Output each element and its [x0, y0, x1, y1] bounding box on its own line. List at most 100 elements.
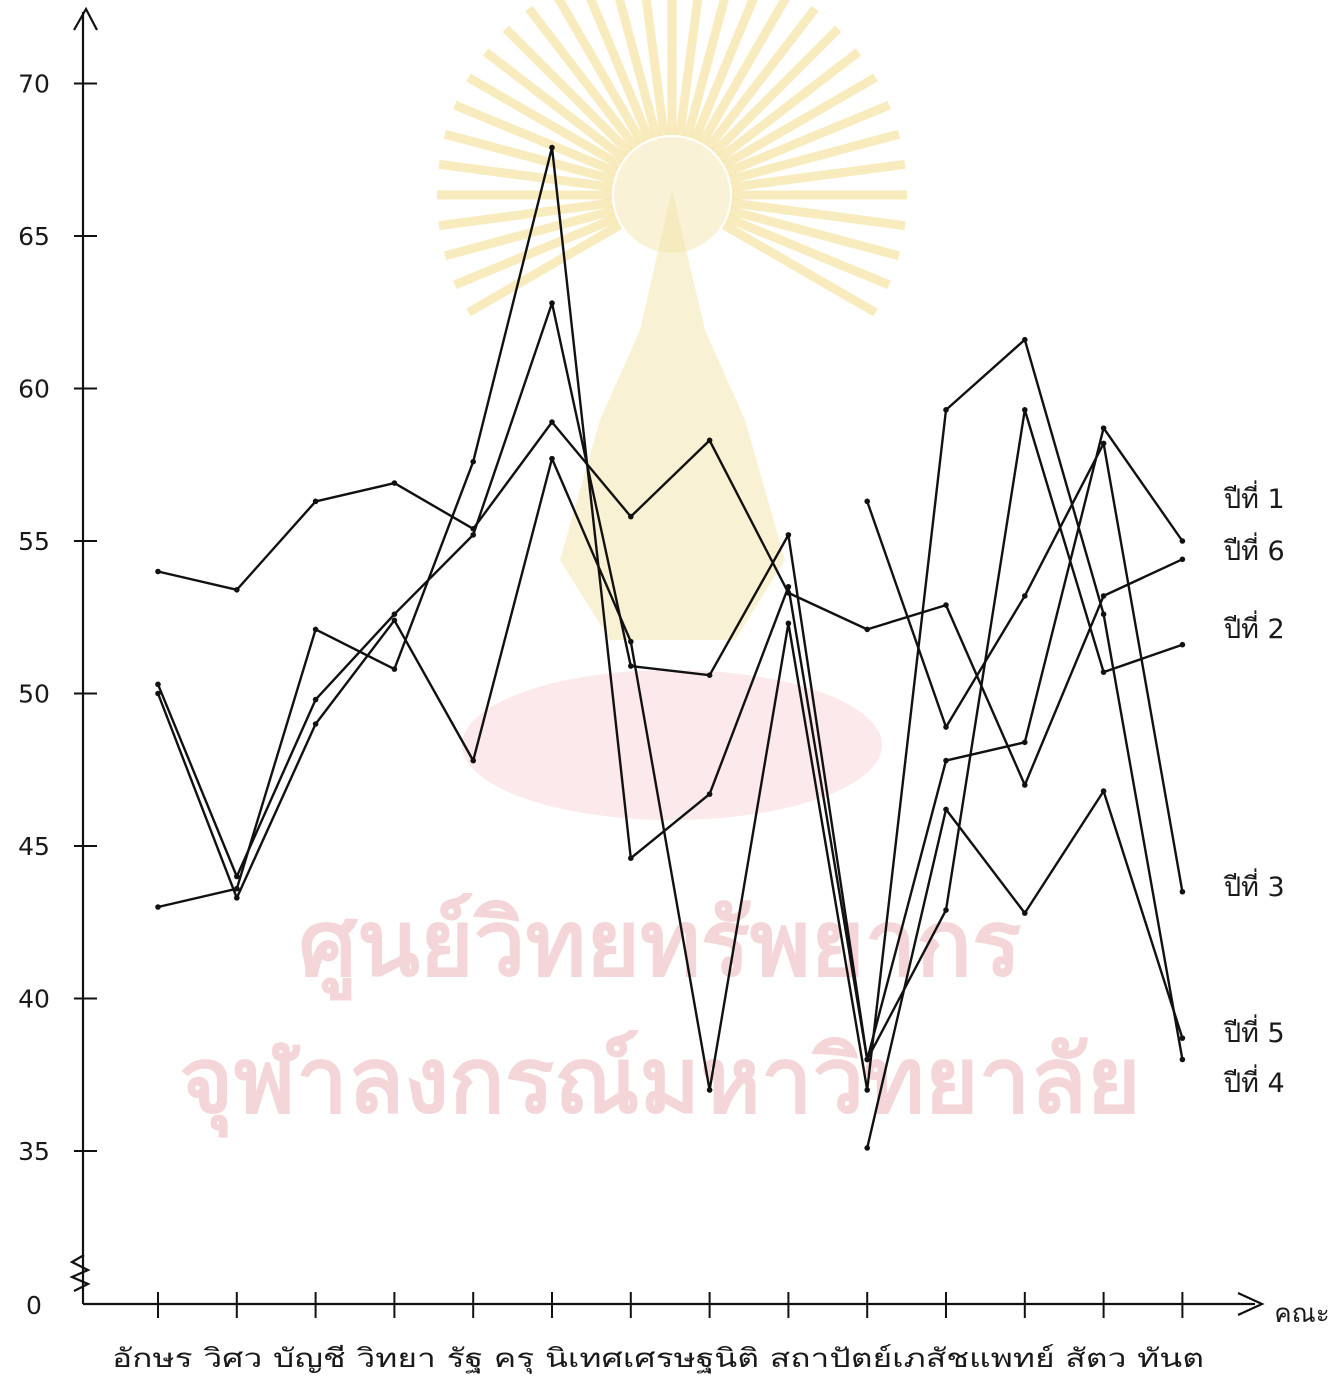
watermark-ray [466, 221, 623, 317]
x-axis-title: คณะ [1274, 1299, 1329, 1329]
series-label: ปีที่ 3 [1224, 868, 1285, 903]
series-point [234, 895, 240, 901]
watermark-emblem [437, 0, 907, 317]
series-point [234, 885, 240, 892]
series-point [785, 532, 792, 538]
series-point [864, 498, 870, 505]
series-point [155, 690, 161, 697]
watermark-ray [725, 100, 891, 177]
series-point [1022, 593, 1028, 599]
watermark-ray [716, 48, 862, 163]
series-point [312, 721, 319, 727]
series-point [470, 757, 477, 764]
series-lines [156, 146, 1184, 1149]
watermark-ray [482, 48, 628, 163]
y-tick-label: 70 [18, 70, 50, 99]
series-point [470, 458, 477, 465]
series-point [312, 626, 319, 633]
watermark: ศูนย์วิทยทรัพยากร จุฬาลงกรณ์มหาวิทยาลัย [179, 0, 1141, 1138]
watermark-base-shape [462, 670, 882, 820]
series-point [1100, 425, 1107, 431]
y-tick-label: 50 [18, 680, 50, 709]
watermark-ray [725, 213, 891, 290]
watermark-ray [721, 221, 878, 317]
series-point [391, 611, 398, 617]
series-point [1022, 739, 1028, 746]
series-point [628, 638, 634, 645]
series-point [1179, 1035, 1186, 1041]
series-point [785, 590, 792, 596]
series-point [943, 602, 949, 608]
series-point [943, 907, 949, 913]
series-point [1022, 782, 1028, 788]
series-label: ปีที่ 5 [1224, 1014, 1285, 1049]
x-axis-arrow [1237, 1292, 1265, 1316]
series-point [943, 757, 949, 764]
series-point [549, 300, 555, 306]
y-ticks: 35 40 45 50 55 60 65 70 [18, 70, 97, 1166]
watermark-ray [443, 129, 616, 184]
series-point [1100, 669, 1107, 675]
series-point [312, 696, 319, 703]
series-label: ปีที่ 4 [1224, 1064, 1285, 1099]
series-point [706, 672, 713, 678]
series-point [155, 568, 161, 575]
series-point [155, 681, 161, 688]
series-point [1100, 788, 1107, 794]
series-point [864, 1145, 870, 1151]
series-point [234, 873, 240, 880]
series-point [1179, 1056, 1186, 1063]
watermark-ray [466, 73, 623, 169]
series-point [391, 666, 398, 672]
watermark-ray [721, 73, 878, 169]
watermark-ray [698, 0, 790, 146]
watermark-ray [690, 0, 758, 142]
series-point [628, 855, 634, 861]
y-zero-label: 0 [26, 1291, 42, 1320]
series-point [391, 480, 398, 486]
y-tick-label: 45 [18, 832, 50, 861]
series-point [1022, 910, 1028, 916]
watermark-ray [615, 0, 661, 139]
watermark-ray [728, 129, 901, 184]
series-point [1179, 538, 1186, 544]
series-label: ปีที่ 1 [1224, 480, 1285, 515]
y-tick-label: 60 [18, 375, 50, 404]
series-point [391, 617, 398, 624]
series-point [706, 437, 713, 444]
axes [69, 6, 1265, 1316]
series-point [312, 498, 319, 505]
watermark-ray [502, 25, 633, 156]
watermark-ray [683, 0, 729, 139]
watermark-ray [711, 25, 842, 156]
watermark-text-line1: ศูนย์วิทยทรัพยากร [299, 890, 1022, 1001]
watermark-spire-shape [560, 190, 785, 640]
watermark-ray [554, 0, 646, 146]
series-point [706, 791, 713, 797]
series-point [549, 419, 555, 425]
series-point [785, 620, 792, 627]
y-tick-label: 35 [18, 1137, 50, 1166]
series-point [864, 1056, 870, 1063]
y-axis-break-mark [69, 1254, 91, 1292]
series-point [470, 526, 477, 532]
y-tick-label: 65 [18, 222, 50, 251]
x-category-labels-row: อักษร วิศว บัญชี วิทยา รัฐ ครุ นิเทศเศรษ… [112, 1344, 1204, 1374]
series-point [470, 532, 477, 538]
series-labels: ปีที่ 1 ปีที่ 6 ปีที่ 2 ปีที่ 3 ปีที่ 5 ปีที่… [1224, 480, 1285, 1099]
series-line [866, 442, 1184, 893]
series-point [549, 455, 555, 462]
series-label: ปีที่ 6 [1224, 532, 1285, 567]
watermark-ray [730, 198, 906, 231]
series-point [628, 513, 634, 520]
series-label: ปีที่ 2 [1224, 610, 1285, 645]
series-point [1022, 336, 1028, 343]
series-point [943, 724, 949, 730]
watermark-ray [704, 5, 819, 151]
series-line [157, 420, 1183, 787]
series-point [864, 1087, 870, 1093]
watermark-ray [438, 198, 614, 231]
watermark-ray [525, 5, 640, 151]
watermark-text-line2: จุฬาลงกรณ์มหาวิทยาลัย [179, 1027, 1140, 1138]
series-point [864, 626, 870, 633]
